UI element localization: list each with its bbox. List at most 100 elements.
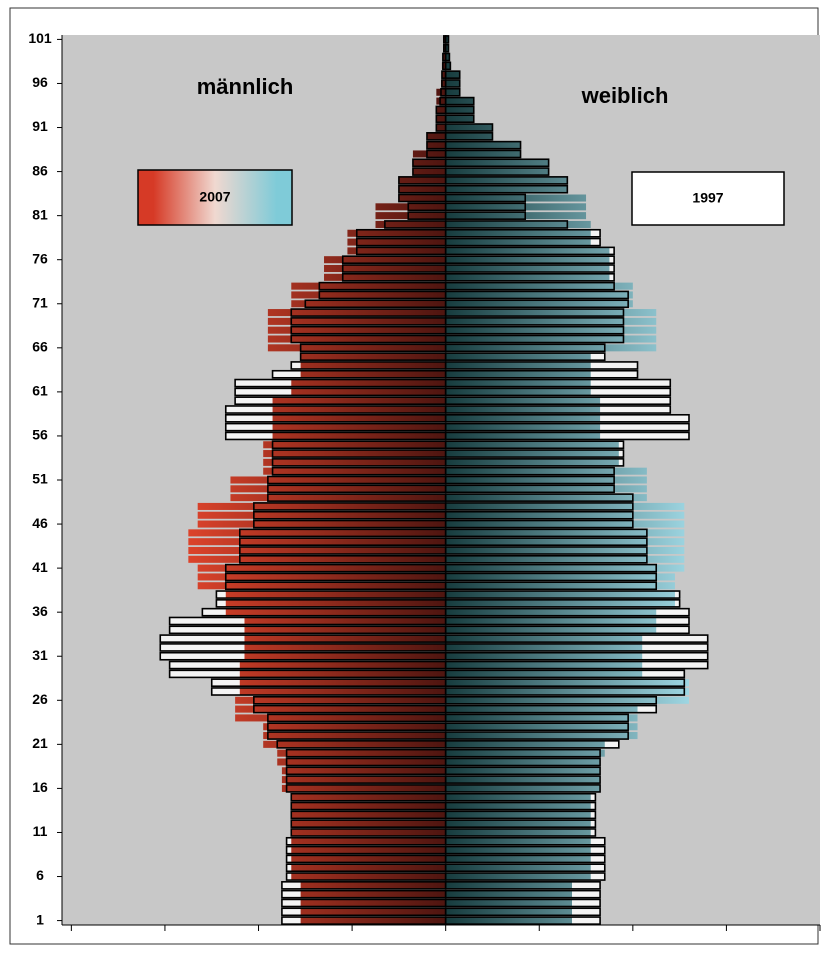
bar-1997-outline (444, 255, 615, 265)
bar-2007 (445, 740, 605, 748)
bar-2007 (281, 784, 446, 792)
bar-2007 (445, 908, 573, 916)
bar-2007 (436, 97, 446, 105)
bar-2007 (267, 344, 446, 352)
bar-1997-outline (444, 43, 450, 53)
bar-2007 (445, 873, 591, 881)
bar-1997-outline (444, 35, 450, 44)
bar-1997-outline (444, 431, 690, 441)
bar-2007 (445, 520, 685, 528)
bar-1997-outline (444, 184, 569, 194)
bar-2007 (263, 732, 446, 740)
bar-1997-outline (444, 819, 597, 828)
bar-1997-outline (444, 343, 606, 353)
bar-2007 (445, 159, 549, 167)
bar-1997-outline (444, 590, 681, 599)
bar-2007 (230, 485, 446, 493)
bar-1997-outline (444, 369, 639, 379)
bar-2007 (277, 758, 446, 766)
bar-2007 (281, 776, 446, 784)
bar-2007 (445, 450, 619, 458)
bar-1997-outline (444, 872, 606, 881)
y-tick-label: 31 (32, 647, 48, 663)
bar-2007 (445, 335, 657, 343)
bar-2007 (197, 582, 446, 590)
legend-label: 1997 (692, 190, 723, 206)
bar-2007 (263, 723, 446, 731)
bar-2007 (443, 44, 446, 52)
bar-2007 (291, 837, 446, 845)
bar-2007 (445, 494, 647, 502)
bar-2007 (445, 361, 591, 369)
bar-2007 (235, 705, 446, 713)
bar-1997-outline (444, 220, 569, 229)
bar-1997-outline (444, 599, 681, 608)
bar-2007 (188, 529, 446, 537)
bar-1997-outline (444, 132, 494, 141)
bar-1997-outline (444, 290, 629, 300)
bar-2007 (267, 309, 446, 317)
bar-2007 (291, 820, 446, 828)
bar-1997-outline (444, 898, 601, 908)
bar-1997-outline (444, 299, 629, 309)
bar-2007 (300, 370, 446, 378)
bar-2007 (263, 450, 446, 458)
y-tick-label: 61 (32, 383, 48, 399)
bar-2007 (281, 767, 446, 775)
bar-1997-outline (444, 149, 522, 159)
y-tick-label: 1 (36, 911, 44, 927)
bar-1997-outline (444, 634, 709, 643)
bar-2007 (277, 749, 446, 757)
bar-2007 (445, 723, 638, 731)
bar-1997-outline (444, 528, 648, 538)
bar-2007 (445, 168, 549, 176)
bar-2007 (445, 502, 685, 510)
bar-1997-outline (444, 828, 597, 837)
bar-2007 (445, 538, 685, 546)
bar-1997-outline (444, 352, 606, 361)
bar-1997-outline (444, 722, 629, 732)
y-tick-label: 46 (32, 515, 48, 531)
bar-2007 (445, 855, 591, 863)
bar-2007 (445, 397, 601, 405)
bar-1997-outline (444, 193, 527, 203)
bar-2007 (291, 811, 446, 819)
bar-1997-outline (444, 440, 625, 450)
bar-2007 (347, 247, 446, 255)
bar-2007 (441, 71, 446, 79)
bar-1997-outline (444, 422, 690, 432)
bar-2007 (263, 441, 446, 449)
bar-1997-outline (444, 334, 625, 344)
bar-1997-outline (444, 863, 606, 873)
bar-1997-outline (444, 228, 601, 238)
bar-2007 (445, 432, 601, 440)
bar-2007 (291, 291, 446, 299)
bar-2007 (445, 899, 573, 907)
bar-2007 (291, 802, 446, 810)
bar-2007 (244, 652, 446, 660)
bar-2007 (445, 776, 601, 784)
bar-2007 (263, 467, 446, 475)
bar-2007 (291, 864, 446, 872)
bar-1997-outline (444, 79, 461, 88)
bar-2007 (445, 714, 638, 722)
bar-2007 (445, 379, 591, 387)
bar-2007 (398, 176, 446, 184)
bar-2007 (445, 591, 675, 599)
y-tick-label: 101 (28, 30, 52, 46)
bar-1997-outline (444, 246, 615, 256)
bar-2007 (225, 591, 446, 599)
bar-2007 (445, 220, 591, 228)
bar-1997-outline (444, 158, 550, 168)
bar-2007 (445, 864, 591, 872)
bar-2007 (445, 881, 573, 889)
bar-2007 (445, 344, 657, 352)
bar-1997-outline (444, 202, 527, 212)
bar-1997-outline (444, 845, 606, 855)
bar-1997-outline (444, 704, 658, 714)
bar-2007 (244, 643, 446, 651)
bar-1997-outline (444, 458, 625, 467)
bar-2007 (445, 485, 647, 493)
bar-2007 (235, 714, 446, 722)
bar-2007 (412, 168, 446, 176)
